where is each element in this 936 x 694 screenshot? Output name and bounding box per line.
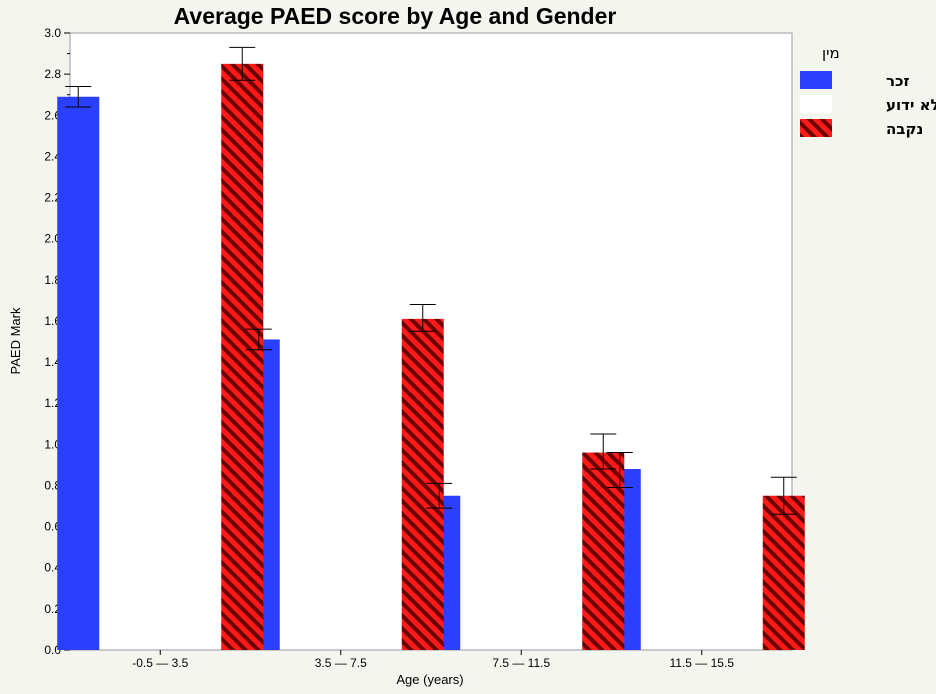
bar [582,452,625,650]
chart-title: Average PAED score by Age and Gender [174,3,617,29]
bars [57,63,805,651]
bar [401,318,444,650]
y-tick-label: 0.8 [44,478,61,492]
y-tick-label: 1.8 [44,273,61,287]
bar [57,96,100,651]
legend-title: מין [822,44,840,62]
x-tick-label: -0.5 — 3.5 [132,656,188,670]
x-tick-label: 7.5 — 11.5 [492,656,550,670]
legend-label: נקבה [886,120,923,138]
y-tick-label: 3.0 [44,26,61,40]
y-axis-label: PAED Mark [8,307,23,374]
y-tick-label: 0.0 [44,643,61,657]
y-tick-label: 1.2 [44,396,61,410]
legend-label: זכר [886,72,910,90]
y-tick-label: 0.6 [44,520,61,534]
x-tick-label: 3.5 — 7.5 [315,656,367,670]
y-tick-label: 1.6 [44,314,61,328]
y-tick-label: 2.0 [44,232,61,246]
y-tick-label: 1.0 [44,437,61,451]
y-tick-label: 2.2 [44,191,61,205]
bar [762,495,805,650]
x-axis: -0.5 — 3.5 3.5 — 7.5 7.5 — 11.5 11.5 — 15.5 [132,650,734,670]
legend-swatch [800,119,832,137]
legend-label: לא ידוע [886,96,936,114]
y-tick-label: 2.8 [44,67,61,81]
legend-swatch [800,71,832,89]
bar [221,63,264,651]
y-tick-label: 2.6 [44,108,61,122]
y-tick-label: 2.4 [44,149,61,163]
legend-swatch [800,95,832,113]
y-tick-label: 0.2 [44,602,61,616]
error-bars [65,46,797,515]
y-tick-label: 0.4 [44,561,61,575]
x-axis-label: Age (years) [396,672,463,687]
y-tick-label: 1.4 [44,355,61,369]
legend: מין זכר לא ידוע נקבה [800,44,936,138]
x-tick-label: 11.5 — 15.5 [670,656,735,670]
